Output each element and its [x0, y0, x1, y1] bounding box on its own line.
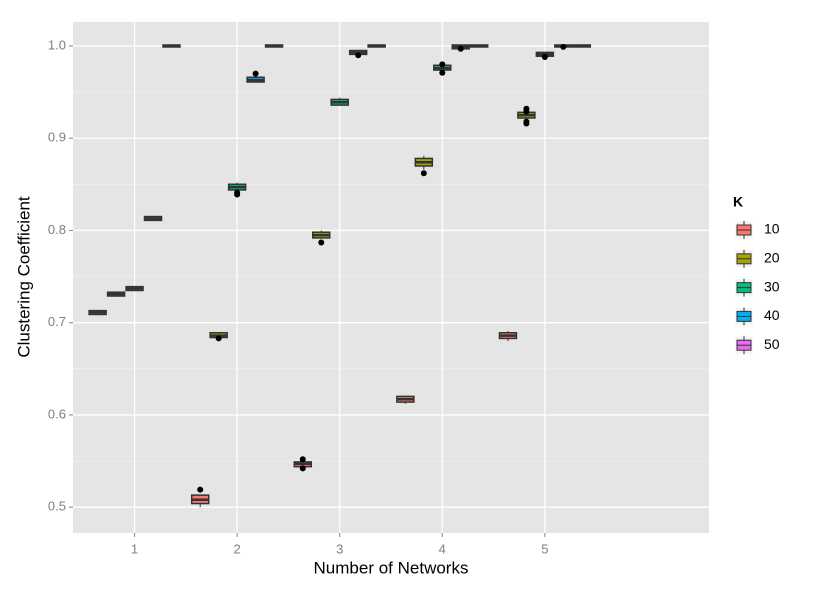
outlier: [523, 108, 530, 115]
outlier: [318, 239, 325, 246]
y-tick-label: 0.8: [48, 222, 66, 237]
outlier: [420, 170, 427, 177]
x-axis-title: Number of Networks: [314, 558, 469, 577]
outlier: [439, 69, 446, 76]
y-axis-title: Clustering Coefficient: [14, 196, 33, 358]
outlier: [197, 486, 204, 493]
y-tick-label: 0.9: [48, 130, 66, 145]
y-tick-label: 0.5: [48, 499, 66, 514]
outlier: [215, 335, 222, 342]
outlier: [355, 52, 362, 59]
legend-label: 50: [764, 336, 780, 352]
y-tick-label: 0.7: [48, 314, 66, 329]
outlier: [560, 43, 567, 50]
x-tick-label: 4: [439, 541, 446, 556]
outlier: [457, 45, 464, 52]
x-tick-label: 3: [336, 541, 343, 556]
outlier: [541, 54, 548, 61]
legend-label: 10: [764, 221, 780, 237]
legend-label: 20: [764, 250, 780, 266]
outlier: [299, 465, 306, 472]
x-tick-label: 1: [131, 541, 138, 556]
outlier: [299, 456, 306, 463]
outlier: [523, 118, 530, 125]
x-tick-label: 2: [234, 541, 241, 556]
y-tick-label: 1.0: [48, 37, 66, 52]
panel: [73, 22, 709, 533]
outlier: [252, 70, 259, 77]
x-tick-label: 5: [541, 541, 548, 556]
outlier: [439, 61, 446, 68]
legend-label: 40: [764, 307, 780, 323]
legend-title: K: [733, 194, 743, 210]
y-tick-label: 0.6: [48, 406, 66, 421]
outlier: [234, 189, 241, 196]
legend-label: 30: [764, 278, 780, 294]
